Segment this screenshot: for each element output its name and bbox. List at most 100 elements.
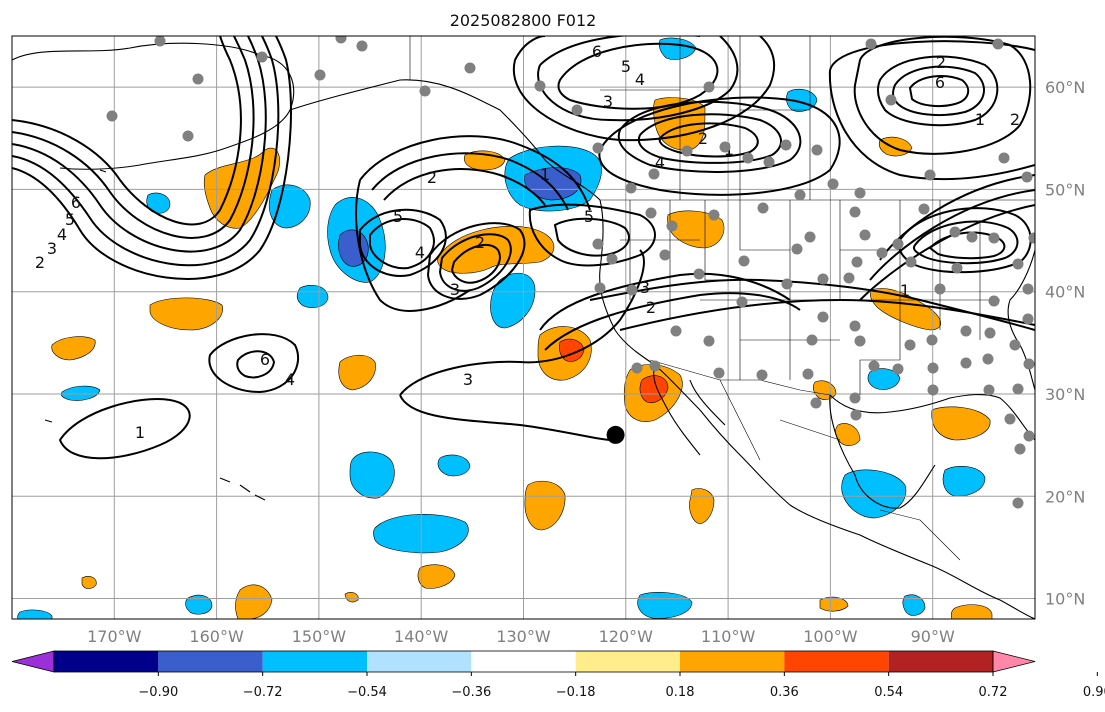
station-dot	[703, 81, 715, 93]
station-dot	[719, 141, 731, 153]
longitude-label: 90°W	[911, 627, 955, 646]
contour-value-label: 6	[260, 350, 270, 369]
shade-negative	[296, 285, 329, 308]
station-dot	[594, 282, 606, 294]
station-dot	[951, 262, 963, 274]
graticule	[12, 36, 1035, 619]
contour-line	[236, 350, 276, 379]
station-dot	[757, 202, 769, 214]
contour-value-label: 2	[475, 233, 485, 252]
station-dot	[534, 80, 546, 92]
contour-line	[399, 249, 645, 441]
shade-negative	[942, 465, 986, 497]
colorbar-cell	[680, 651, 785, 672]
contour-value-label: 2	[936, 53, 946, 72]
station-dot	[649, 360, 661, 372]
station-dot	[988, 232, 1000, 244]
colorbar-cell	[367, 651, 472, 672]
contour-line	[371, 152, 569, 211]
contour-value-label: 5	[65, 210, 75, 229]
contour-line	[869, 189, 1035, 281]
latitude-label: 40°N	[1045, 283, 1085, 302]
contour-line	[557, 42, 719, 110]
station-dot	[154, 36, 166, 47]
colorbar-cell	[575, 651, 680, 672]
station-dot	[1023, 358, 1035, 370]
contour-line	[355, 135, 591, 312]
contour-value-label: 4	[655, 153, 665, 172]
colorbar-extend-high	[992, 650, 1036, 673]
contours	[12, 36, 1035, 460]
station-dot	[927, 362, 939, 374]
longitude-label: 150°W	[292, 627, 347, 646]
longitude-label: 130°W	[496, 627, 551, 646]
contour-line	[58, 398, 191, 460]
station-dot	[1022, 313, 1034, 325]
station-dot	[988, 295, 1000, 307]
station-dot	[927, 384, 939, 396]
shade-negative	[902, 594, 926, 616]
shade-positive	[338, 354, 376, 391]
station-dot	[335, 36, 347, 44]
station-dot	[626, 284, 638, 296]
contour-line	[450, 243, 501, 284]
contour-value-label: 3	[463, 370, 473, 389]
station-dot	[868, 360, 880, 372]
contour-value-label: 2	[427, 168, 437, 187]
contour-line	[553, 217, 630, 257]
contour-value-label: 2	[646, 298, 656, 317]
station-dot	[849, 392, 861, 404]
colorbar-tick-label: −0.36	[451, 685, 491, 700]
contour-value-label: 6	[71, 193, 81, 212]
colorbar-cell	[784, 651, 889, 672]
station-dot	[742, 152, 754, 164]
latitude-label: 30°N	[1045, 385, 1085, 404]
colorbar-tick-label: −0.54	[347, 685, 387, 700]
station-dot	[850, 409, 862, 421]
station-dot	[781, 278, 793, 290]
station-dot	[810, 397, 822, 409]
station-dot	[592, 142, 604, 154]
station-dot	[1012, 497, 1024, 509]
shade-positive	[524, 480, 566, 531]
station-dot	[843, 272, 855, 284]
contour-line	[928, 231, 1006, 260]
contour-line	[426, 222, 526, 300]
station-dot	[806, 334, 818, 346]
canada-lines	[600, 36, 811, 200]
contour-line	[12, 36, 242, 226]
contour-value-label: 1	[900, 281, 910, 300]
station-dot	[648, 168, 660, 180]
contour-value-label: 3	[603, 92, 613, 111]
station-dot	[892, 363, 904, 375]
shade-positive	[51, 336, 96, 361]
shade-negative	[349, 451, 395, 499]
contour-line	[828, 40, 1035, 181]
station-dot	[659, 249, 671, 261]
station-dot	[949, 226, 961, 238]
longitude-labels: 170°W 160°W 150°W 140°W 130°W 120°W 110°W 100°W…	[87, 627, 955, 646]
longitude-label: 170°W	[87, 627, 142, 646]
station-dot	[763, 156, 775, 168]
contour-value-label: 4	[415, 243, 425, 262]
longitude-label: 160°W	[189, 627, 244, 646]
station-dot	[192, 73, 204, 85]
station-dot	[905, 256, 917, 268]
station-dot	[713, 367, 725, 379]
station-dot	[794, 189, 806, 201]
contour-value-label: 6	[592, 42, 602, 61]
shade-negative	[60, 385, 101, 401]
contour-line	[876, 55, 999, 127]
station-dot	[681, 145, 693, 157]
coastline-baja	[653, 364, 726, 456]
colorbar-frame	[53, 650, 994, 673]
station-dot	[791, 243, 803, 255]
station-dot	[182, 130, 194, 142]
contour-line	[859, 204, 1035, 301]
station-dot	[780, 139, 792, 151]
longitude-label: 100°W	[803, 627, 858, 646]
colorbar-tick-labels: −0.90 −0.72 −0.54 −0.36 −0.18 0.18 0.36 0.54 0.7…	[138, 672, 1105, 700]
shade-negative	[17, 609, 53, 619]
station-markers	[106, 36, 1035, 509]
latitude-labels: 60°N 50°N 40°N 30°N 20°N 10°N	[1045, 78, 1085, 608]
